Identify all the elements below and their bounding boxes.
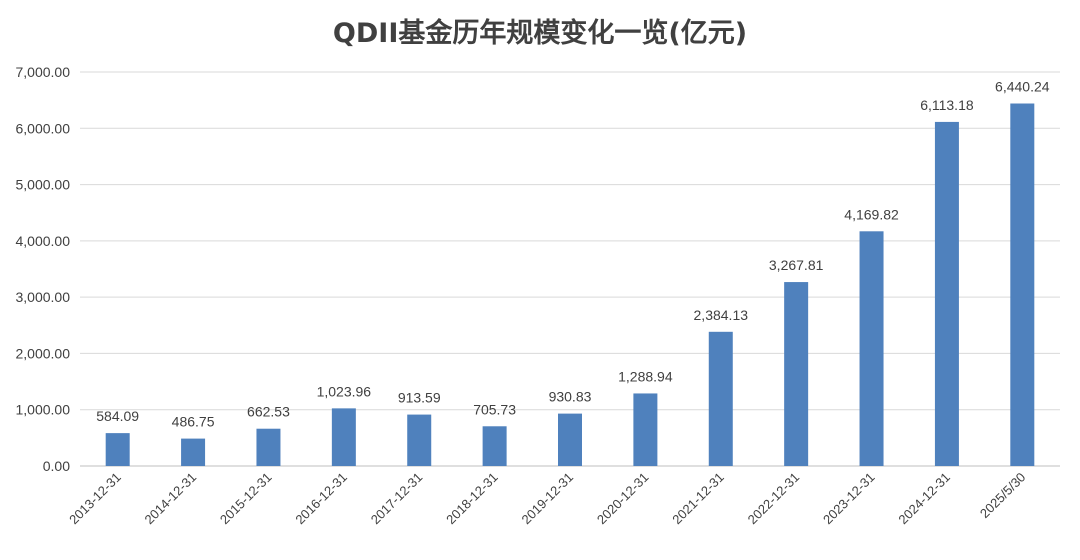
y-tick-label: 4,000.00 [16, 233, 71, 249]
x-tick-label: 2021-12-31 [669, 470, 727, 528]
bars [105, 103, 1035, 467]
y-tick-label: 2,000.00 [16, 345, 71, 361]
data-label: 1,288.94 [618, 368, 673, 384]
x-tick-label: 2023-12-31 [820, 470, 878, 528]
bar [558, 413, 582, 466]
bar [105, 433, 130, 466]
y-tick-label: 7,000.00 [16, 64, 71, 80]
data-label: 486.75 [172, 414, 215, 430]
x-tick-label: 2015-12-31 [217, 470, 275, 528]
bar [633, 393, 658, 466]
x-tick-label: 2024-12-31 [895, 470, 953, 528]
y-tick-label: 3,000.00 [16, 289, 71, 305]
x-tick-label: 2019-12-31 [518, 470, 576, 528]
x-tick-label: 2017-12-31 [368, 470, 426, 528]
chart-title: QDII基金历年规模变化一览(亿元) [333, 17, 747, 49]
bar [407, 414, 432, 466]
x-tick-label: 2016-12-31 [292, 470, 350, 528]
x-tick-label: 2025/5/30 [977, 470, 1029, 522]
data-labels: 584.09 486.75 662.53 1,023.96 913.59 705.73 93… [96, 79, 1049, 430]
y-tick-label: 0.00 [43, 458, 70, 474]
x-tick-label: 2020-12-31 [594, 470, 652, 528]
y-tick-label: 1,000.00 [16, 402, 71, 418]
gridlines [80, 71, 1060, 467]
data-label: 705.73 [473, 401, 516, 417]
data-label: 3,267.81 [769, 257, 824, 273]
data-label: 6,440.24 [995, 79, 1050, 95]
x-tick-label: 2018-12-31 [443, 470, 501, 528]
data-label: 4,169.82 [844, 206, 899, 222]
bar [181, 438, 206, 466]
x-tick-label: 2014-12-31 [142, 470, 200, 528]
data-label: 913.59 [398, 390, 441, 406]
bar [784, 282, 809, 466]
data-label: 1,023.96 [317, 383, 372, 399]
y-tick-label: 5,000.00 [16, 177, 71, 193]
bar [708, 331, 733, 466]
bar [256, 428, 281, 466]
x-axis-ticks: 2013-12-31 2014-12-31 2015-12-31 2016-12-31… [66, 470, 1028, 528]
bar [934, 121, 959, 467]
x-tick-label: 2013-12-31 [66, 470, 124, 528]
bar [859, 231, 884, 466]
data-label: 6,113.18 [920, 97, 974, 113]
bar [1010, 103, 1035, 466]
bar [331, 408, 356, 466]
data-label: 930.83 [549, 389, 592, 405]
y-axis-ticks: 0.00 1,000.00 2,000.00 3,000.00 4,000.00 5,00… [16, 64, 71, 474]
x-tick-label: 2022-12-31 [745, 470, 803, 528]
bar [482, 426, 507, 466]
data-label: 2,384.13 [694, 307, 749, 323]
y-tick-label: 6,000.00 [16, 120, 71, 136]
data-label: 584.09 [96, 408, 139, 424]
data-label: 662.53 [247, 404, 290, 420]
